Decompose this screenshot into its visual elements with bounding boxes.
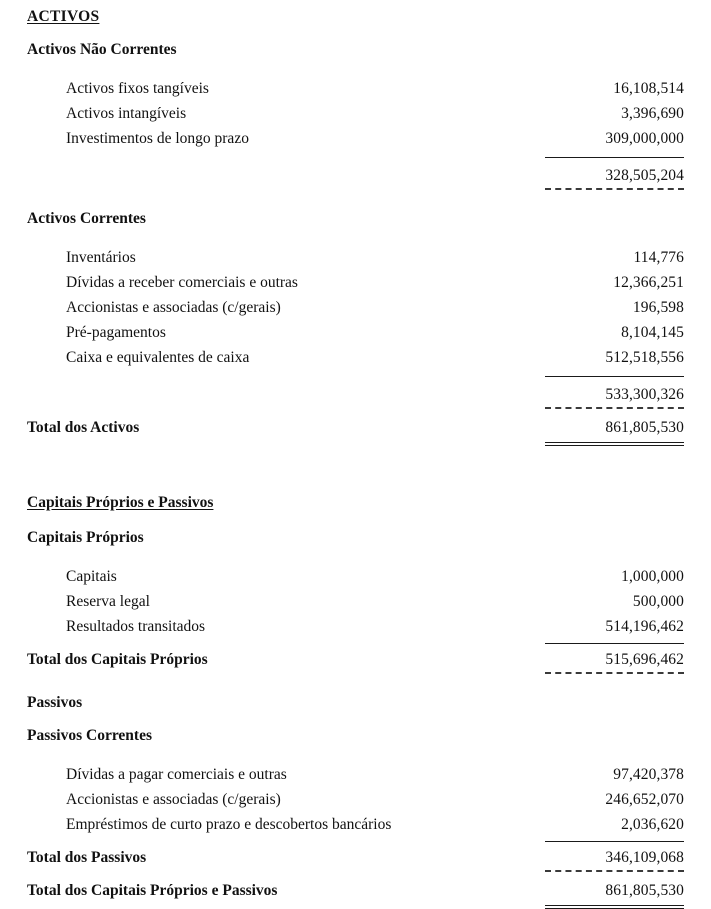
grand-total-amount: 861,805,530 [605, 882, 684, 899]
liabilities-heading-row: Passivos [0, 690, 711, 715]
line-item-label: Reserva legal [66, 593, 150, 610]
line-item-amount: 2,036,620 [621, 816, 684, 833]
line-item-amount: 8,104,145 [621, 324, 684, 341]
line-item-amount: 97,420,378 [613, 766, 684, 783]
line-item-label: Pré-pagamentos [66, 324, 166, 341]
current-assets-heading-row: Activos Correntes [0, 206, 711, 231]
line-item-label: Dívidas a receber comerciais e outras [66, 274, 298, 291]
line-item-row: Accionistas e associadas (c/gerais) 246,… [0, 787, 711, 812]
section-heading: Passivos [27, 694, 83, 711]
line-item-row: Empréstimos de curto prazo e descobertos… [0, 812, 711, 837]
total-amount: 861,805,530 [605, 419, 684, 436]
line-item-amount: 1,000,000 [621, 568, 684, 585]
line-item-amount: 16,108,514 [613, 80, 684, 97]
total-label: Total dos Activos [27, 419, 140, 436]
equity-heading-row: Capitais Próprios [0, 525, 711, 550]
section-heading: Activos Correntes [27, 210, 146, 227]
line-item-row: Resultados transitados 514,196,462 [0, 614, 711, 639]
balance-sheet-page: ACTIVOS Activos Não Correntes Activos fi… [0, 4, 711, 909]
assets-heading-row: ACTIVOS [0, 4, 711, 29]
total-label: Total dos Passivos [27, 849, 147, 866]
line-item-amount: 196,598 [632, 299, 684, 316]
total-equity-row: Total dos Capitais Próprios 515,696,462 [0, 647, 711, 672]
line-item-row: Dívidas a receber comerciais e outras 12… [0, 270, 711, 295]
line-item-amount: 12,366,251 [613, 274, 684, 291]
line-item-label: Investimentos de longo prazo [66, 130, 249, 147]
line-item-row: Pré-pagamentos 8,104,145 [0, 320, 711, 345]
line-item-row: Reserva legal 500,000 [0, 589, 711, 614]
line-item-row: Dívidas a pagar comerciais e outras 97,4… [0, 762, 711, 787]
line-item-label: Accionistas e associadas (c/gerais) [66, 299, 281, 316]
equity-liabilities-heading-row: Capitais Próprios e Passivos [0, 490, 711, 515]
subtotal-row: 533,300,326 [0, 382, 711, 407]
line-item-label: Inventários [66, 249, 136, 266]
line-item-row: Investimentos de longo prazo 309,000,000 [0, 126, 711, 151]
line-item-label: Resultados transitados [66, 618, 206, 635]
section-title: Capitais Próprios e Passivos [27, 494, 214, 511]
line-item-amount: 512,518,556 [605, 349, 684, 366]
total-liabilities-row: Total dos Passivos 346,109,068 [0, 845, 711, 870]
line-item-label: Caixa e equivalentes de caixa [66, 349, 250, 366]
total-amount: 515,696,462 [605, 651, 684, 668]
line-item-amount: 514,196,462 [605, 618, 684, 635]
line-item-row: Caixa e equivalentes de caixa 512,518,55… [0, 345, 711, 370]
subtotal-amount: 533,300,326 [605, 386, 684, 403]
line-item-row: Capitais 1,000,000 [0, 564, 711, 589]
line-item-label: Dívidas a pagar comerciais e outras [66, 766, 287, 783]
line-item-amount: 309,000,000 [605, 130, 684, 147]
section-heading: Passivos Correntes [27, 727, 152, 744]
page-title: ACTIVOS [27, 8, 100, 25]
total-label: Total dos Capitais Próprios [27, 651, 208, 668]
line-item-amount: 246,652,070 [605, 791, 684, 808]
grand-total-label: Total dos Capitais Próprios e Passivos [27, 882, 278, 899]
line-item-label: Activos fixos tangíveis [66, 80, 209, 97]
subtotal-row: 328,505,204 [0, 163, 711, 188]
line-item-label: Capitais [66, 568, 117, 585]
line-item-row: Inventários 114,776 [0, 245, 711, 270]
grand-total-row: Total dos Capitais Próprios e Passivos 8… [0, 878, 711, 903]
line-item-label: Activos intangíveis [66, 105, 187, 122]
total-assets-row: Total dos Activos 861,805,530 [0, 415, 711, 440]
total-amount: 346,109,068 [605, 849, 684, 866]
line-item-label: Empréstimos de curto prazo e descobertos… [66, 816, 392, 833]
line-item-row: Accionistas e associadas (c/gerais) 196,… [0, 295, 711, 320]
section-heading: Capitais Próprios [27, 529, 144, 546]
line-item-amount: 114,776 [633, 249, 684, 266]
line-item-amount: 3,396,690 [621, 105, 684, 122]
line-item-row: Activos fixos tangíveis 16,108,514 [0, 76, 711, 101]
current-liabilities-heading-row: Passivos Correntes [0, 723, 711, 748]
line-item-amount: 500,000 [632, 593, 684, 610]
line-item-row: Activos intangíveis 3,396,690 [0, 101, 711, 126]
subtotal-amount: 328,505,204 [605, 167, 684, 184]
line-item-label: Accionistas e associadas (c/gerais) [66, 791, 281, 808]
section-heading: Activos Não Correntes [27, 41, 177, 58]
non-current-assets-heading-row: Activos Não Correntes [0, 37, 711, 62]
